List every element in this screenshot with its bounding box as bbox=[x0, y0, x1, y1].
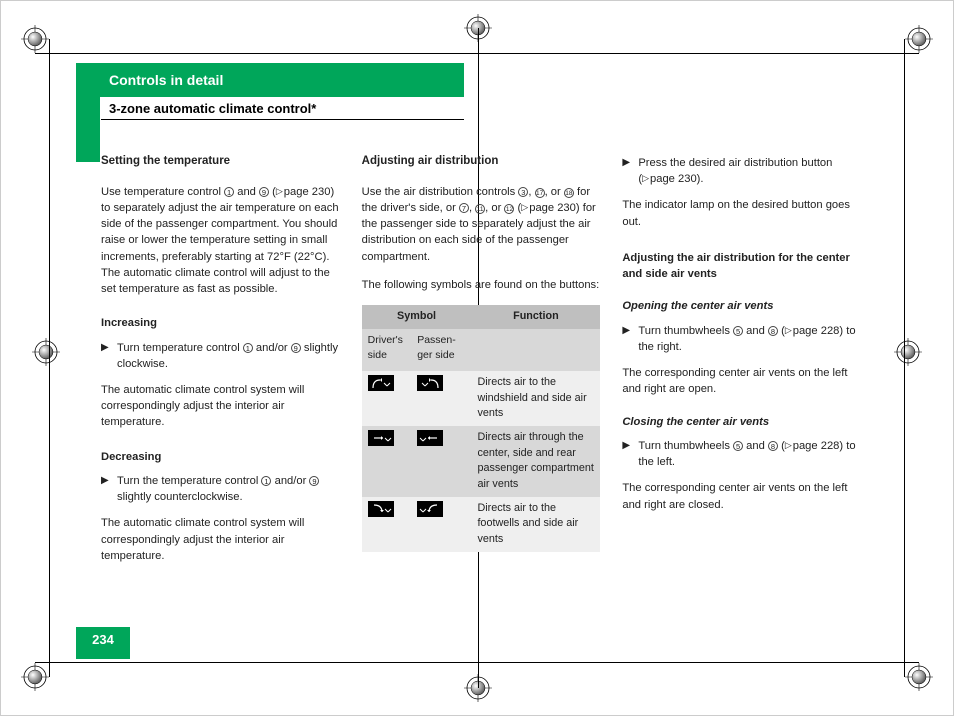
heading-decreasing: Decreasing bbox=[101, 449, 340, 465]
step: ▶ Turn thumbwheels 5 and 8 (▷page 228) t… bbox=[622, 323, 861, 355]
column-1: Setting the temperature Use temperature … bbox=[101, 153, 340, 576]
table-row: Directs air through the center, side and… bbox=[362, 426, 601, 497]
content-columns: Setting the temperature Use temperature … bbox=[101, 153, 861, 576]
air-footwell-pass-icon bbox=[417, 501, 443, 517]
step-text: Turn thumbwheels 5 and 8 (▷page 228) to … bbox=[638, 323, 861, 355]
heading-increasing: Increasing bbox=[101, 315, 340, 331]
fn-cell: Directs air to the footwells and side ai… bbox=[471, 497, 600, 552]
section-subtitle: 3-zone automatic climate control* bbox=[109, 101, 316, 116]
step: ▶ Turn temperature control 1 and/or 9 sl… bbox=[101, 340, 340, 372]
column-2: Adjusting air distribution Use the air d… bbox=[362, 153, 601, 576]
heading-open-center: Opening the center air vents bbox=[622, 298, 861, 314]
page-number: 234 bbox=[76, 627, 130, 653]
reg-mark-icon bbox=[905, 663, 933, 691]
paragraph: Use temperature control 1 and 9 (▷page 2… bbox=[101, 184, 340, 298]
heading-air-dist: Adjusting air distribution bbox=[362, 153, 601, 170]
reg-mark-icon bbox=[905, 25, 933, 53]
fn-cell: Directs air through the center, side and… bbox=[471, 426, 600, 497]
air-footwell-driver-icon bbox=[368, 501, 394, 517]
step-marker-icon: ▶ bbox=[622, 155, 638, 187]
heading-set-temp: Setting the temperature bbox=[101, 153, 340, 170]
table-row: Directs air to the footwells and side ai… bbox=[362, 497, 601, 552]
th-function: Function bbox=[471, 305, 600, 329]
paragraph: The corresponding center air vents on th… bbox=[622, 365, 861, 397]
crop-line bbox=[49, 39, 50, 677]
step: ▶ Turn thumbwheels 5 and 8 (▷page 228) t… bbox=[622, 438, 861, 470]
step-text: Press the desired air distribution but­t… bbox=[638, 155, 861, 187]
step-marker-icon: ▶ bbox=[101, 473, 117, 505]
paragraph: The indicator lamp on the desired but­to… bbox=[622, 197, 861, 229]
paragraph: The automatic climate control system wil… bbox=[101, 382, 340, 431]
air-center-pass-icon bbox=[417, 430, 443, 446]
table-row: Directs air to the windshield and side a… bbox=[362, 371, 601, 426]
air-windshield-driver-icon bbox=[368, 375, 394, 391]
reg-mark-icon bbox=[21, 663, 49, 691]
column-3: ▶ Press the desired air distribution but… bbox=[622, 153, 861, 576]
heading-center-side: Adjusting the air distribution for the c… bbox=[622, 250, 861, 282]
step: ▶ Turn the temperature control 1 and/or … bbox=[101, 473, 340, 505]
heading-close-center: Closing the center air vents bbox=[622, 414, 861, 430]
paragraph: Use the air distribution controls 3, 17,… bbox=[362, 184, 601, 265]
th-empty bbox=[471, 329, 600, 371]
th-passenger: Passen­ger side bbox=[411, 329, 471, 371]
step-text: Turn temperature control 1 and/or 9 slig… bbox=[117, 340, 340, 372]
air-center-driver-icon bbox=[368, 430, 394, 446]
air-windshield-pass-icon bbox=[417, 375, 443, 391]
th-driver: Driver's side bbox=[362, 329, 412, 371]
th-symbol: Symbol bbox=[362, 305, 472, 329]
step-marker-icon: ▶ bbox=[622, 323, 638, 355]
crop-line bbox=[35, 53, 919, 54]
crop-line bbox=[35, 662, 919, 663]
crop-line bbox=[904, 39, 905, 677]
reg-mark-icon bbox=[21, 25, 49, 53]
page-number-shadow bbox=[76, 653, 130, 659]
step-marker-icon: ▶ bbox=[101, 340, 117, 372]
paragraph: The following symbols are found on the b… bbox=[362, 277, 601, 293]
step-marker-icon: ▶ bbox=[622, 438, 638, 470]
paragraph: The automatic climate control system wil… bbox=[101, 515, 340, 564]
fn-cell: Directs air to the windshield and side a… bbox=[471, 371, 600, 426]
step-text: Turn the temperature control 1 and/or 9 … bbox=[117, 473, 340, 505]
reg-mark-icon bbox=[894, 338, 922, 366]
paragraph: The corresponding center air vents on th… bbox=[622, 480, 861, 512]
step: ▶ Press the desired air distribution but… bbox=[622, 155, 861, 187]
section-rule bbox=[101, 119, 464, 120]
step-text: Turn thumbwheels 5 and 8 (▷page 228) to … bbox=[638, 438, 861, 470]
manual-page: Controls in detail 3-zone automatic clim… bbox=[0, 0, 954, 716]
chapter-title: Controls in detail bbox=[76, 63, 464, 97]
symbol-table: Symbol Function Driver's side Passen­ger… bbox=[362, 305, 601, 551]
reg-mark-icon bbox=[32, 338, 60, 366]
